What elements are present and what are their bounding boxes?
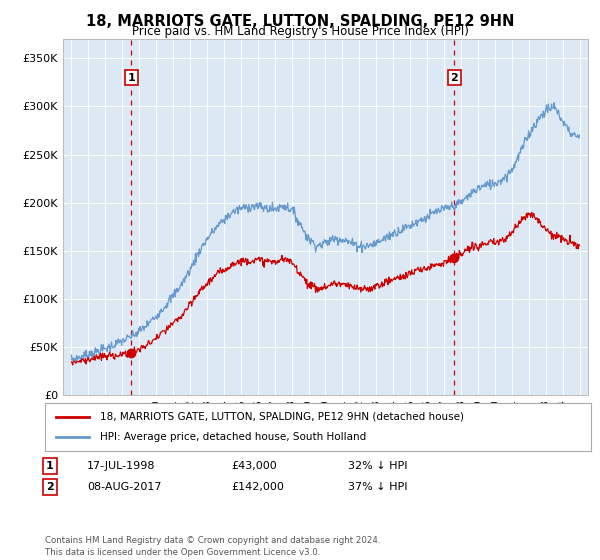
Text: 37% ↓ HPI: 37% ↓ HPI	[348, 482, 407, 492]
Text: 17-JUL-1998: 17-JUL-1998	[87, 461, 155, 471]
Point	[449, 254, 459, 263]
Text: 08-AUG-2017: 08-AUG-2017	[87, 482, 161, 492]
Text: 32% ↓ HPI: 32% ↓ HPI	[348, 461, 407, 471]
Text: Contains HM Land Registry data © Crown copyright and database right 2024.
This d: Contains HM Land Registry data © Crown c…	[45, 536, 380, 557]
Text: 1: 1	[128, 73, 135, 83]
Text: £142,000: £142,000	[231, 482, 284, 492]
Text: 2: 2	[46, 482, 53, 492]
Text: Price paid vs. HM Land Registry's House Price Index (HPI): Price paid vs. HM Land Registry's House …	[131, 25, 469, 38]
Text: 1: 1	[46, 461, 53, 471]
Text: HPI: Average price, detached house, South Holland: HPI: Average price, detached house, Sout…	[100, 432, 366, 442]
Text: 18, MARRIOTS GATE, LUTTON, SPALDING, PE12 9HN: 18, MARRIOTS GATE, LUTTON, SPALDING, PE1…	[86, 14, 514, 29]
Text: £43,000: £43,000	[231, 461, 277, 471]
Point	[127, 349, 136, 358]
Text: 18, MARRIOTS GATE, LUTTON, SPALDING, PE12 9HN (detached house): 18, MARRIOTS GATE, LUTTON, SPALDING, PE1…	[100, 412, 464, 422]
Text: 2: 2	[451, 73, 458, 83]
